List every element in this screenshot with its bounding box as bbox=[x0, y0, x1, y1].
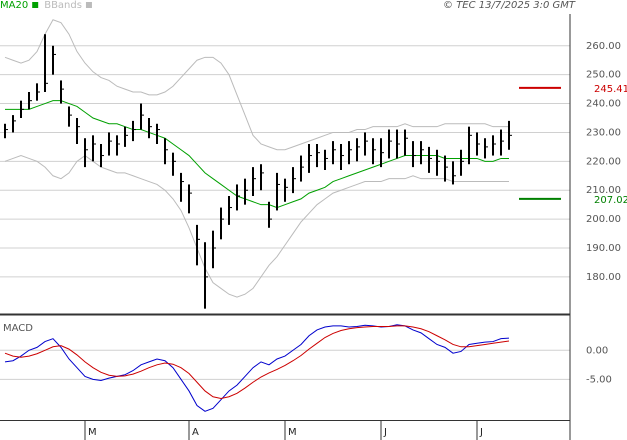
x-tick-label: M bbox=[288, 427, 297, 438]
credit: © TEC 13/7/2025 3:0 GMT bbox=[443, 0, 576, 11]
overlay-line bbox=[4, 154, 509, 298]
y-tick-label: 210.00 bbox=[586, 185, 621, 196]
y-tick-label: 0.00 bbox=[586, 345, 608, 356]
x-tick-label: M bbox=[88, 427, 97, 438]
y-tick-label: 250.00 bbox=[586, 70, 621, 81]
y-tick-label: 190.00 bbox=[586, 243, 621, 254]
y-tick-label: 240.00 bbox=[586, 99, 621, 110]
macd-title: MACD bbox=[3, 323, 33, 334]
macd-line bbox=[4, 325, 510, 400]
x-tick-label: J bbox=[479, 427, 483, 438]
legend-label: BBands bbox=[44, 0, 82, 11]
overlay-line bbox=[5, 100, 509, 209]
y-tick-label: 220.00 bbox=[586, 156, 621, 167]
legend-swatch bbox=[85, 2, 92, 8]
level-label: 207.02 bbox=[594, 195, 627, 206]
y-tick-label: 230.00 bbox=[586, 127, 621, 138]
y-tick-label: 180.00 bbox=[586, 272, 621, 283]
macd-line bbox=[4, 324, 510, 412]
x-tick-label: A bbox=[192, 427, 199, 438]
y-tick-label: 260.00 bbox=[586, 41, 621, 52]
y-tick-label: -5.00 bbox=[586, 374, 612, 385]
overlay-line bbox=[4, 19, 509, 151]
y-tick-label: 200.00 bbox=[586, 214, 621, 225]
legend-label: MA20 bbox=[0, 0, 28, 11]
x-tick-label: J bbox=[383, 427, 387, 438]
level-label: 245.41 bbox=[594, 84, 627, 95]
legend-swatch bbox=[32, 2, 39, 8]
